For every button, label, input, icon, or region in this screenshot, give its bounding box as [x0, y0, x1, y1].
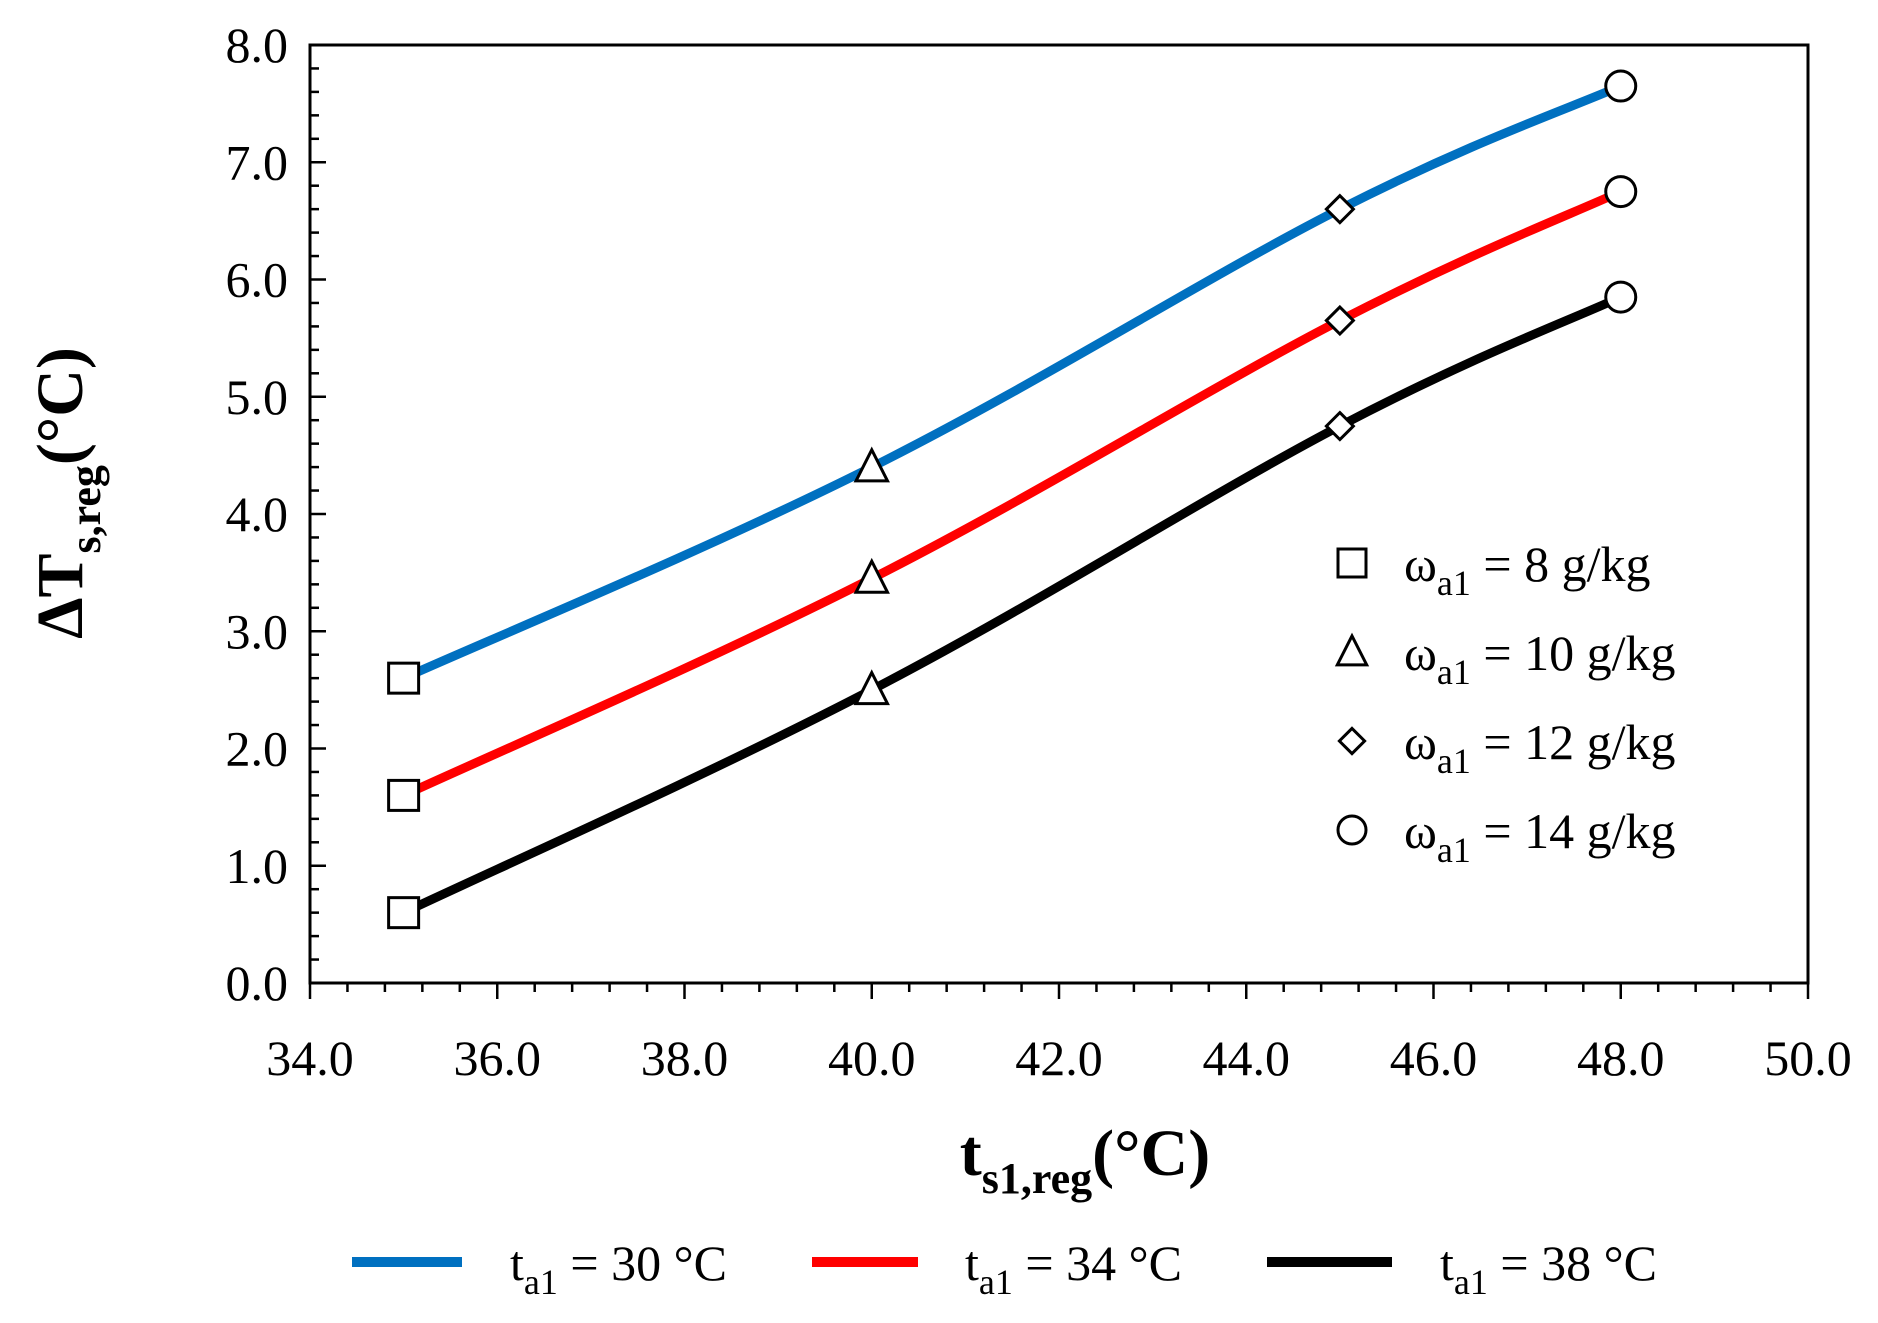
y-tick-label: 6.0 [226, 252, 289, 308]
legend-marker-circle [1336, 814, 1368, 846]
legend-marker-triangle [1334, 632, 1370, 667]
y-tick-label: 4.0 [226, 486, 289, 542]
legend-series-label: ta1 = 38 °C [1440, 1235, 1657, 1302]
y-tick-label: 5.0 [226, 369, 289, 425]
y-axis-title: ΔTs,reg(°C) [24, 347, 110, 639]
legend-marker-square [1336, 547, 1368, 579]
x-tick-label: 42.0 [1015, 1030, 1103, 1086]
x-tick-label: 34.0 [266, 1030, 354, 1086]
legend-marker-label: ωa1 = 10 g/kg [1404, 625, 1676, 692]
y-tick-label: 8.0 [226, 17, 289, 73]
data-point-diamond [1324, 410, 1356, 442]
data-point-square [387, 661, 421, 695]
data-point-diamond [1324, 304, 1356, 337]
data-point-circle [1604, 280, 1638, 314]
data-point-diamond [1324, 193, 1356, 225]
plot-area-frame [308, 43, 1810, 985]
x-tick-label: 48.0 [1577, 1030, 1665, 1086]
legend-marker-diamond [1337, 726, 1367, 756]
series-line-3 [401, 292, 1623, 917]
x-tick-label: 50.0 [1764, 1030, 1852, 1086]
x-tick-label: 46.0 [1390, 1030, 1478, 1086]
data-point-triangle [853, 557, 890, 594]
legend-series-label: ta1 = 34 °C [965, 1235, 1182, 1302]
y-tick-label: 3.0 [226, 603, 289, 659]
marker-legend: ωa1 = 8 g/kg ωa1 = 10 g/kg ωa1 = 12 g/kg ωa… [1334, 536, 1676, 870]
y-tick-label: 0.0 [226, 955, 289, 1011]
x-tick-label: 38.0 [641, 1030, 729, 1086]
data-point-square [387, 778, 421, 812]
legend-marker-label: ωa1 = 8 g/kg [1404, 536, 1651, 603]
data-point-triangle [853, 446, 890, 483]
data-point-square [387, 896, 421, 930]
series-line-2 [401, 187, 1623, 800]
series-markers [387, 69, 1638, 930]
series-legend: ta1 = 30 °C ta1 = 34 °C ta1 = 38 °C [352, 1235, 1657, 1302]
series-lines [401, 81, 1623, 917]
y-tick-labels: 0.0 1.0 2.0 3.0 4.0 5.0 6.0 7.0 8.0 [226, 17, 289, 1011]
x-axis-title: ts1,reg(°C) [960, 1117, 1210, 1203]
data-point-circle [1604, 69, 1638, 103]
y-tick-label: 1.0 [226, 838, 289, 894]
series-line-1 [401, 81, 1623, 683]
data-point-triangle [853, 669, 890, 706]
y-tick-label: 2.0 [226, 721, 289, 777]
legend-series-label: ta1 = 30 °C [510, 1235, 727, 1302]
legend-marker-label: ωa1 = 12 g/kg [1404, 714, 1676, 781]
legend-marker-label: ωa1 = 14 g/kg [1404, 803, 1676, 870]
x-tick-label: 36.0 [454, 1030, 542, 1086]
data-point-circle [1604, 175, 1638, 209]
x-tick-label: 44.0 [1203, 1030, 1291, 1086]
x-tick-labels: 34.0 36.0 38.0 40.0 42.0 44.0 46.0 48.0 50.0 [266, 1030, 1852, 1086]
y-tick-label: 7.0 [226, 134, 289, 190]
x-tick-label: 40.0 [828, 1030, 916, 1086]
